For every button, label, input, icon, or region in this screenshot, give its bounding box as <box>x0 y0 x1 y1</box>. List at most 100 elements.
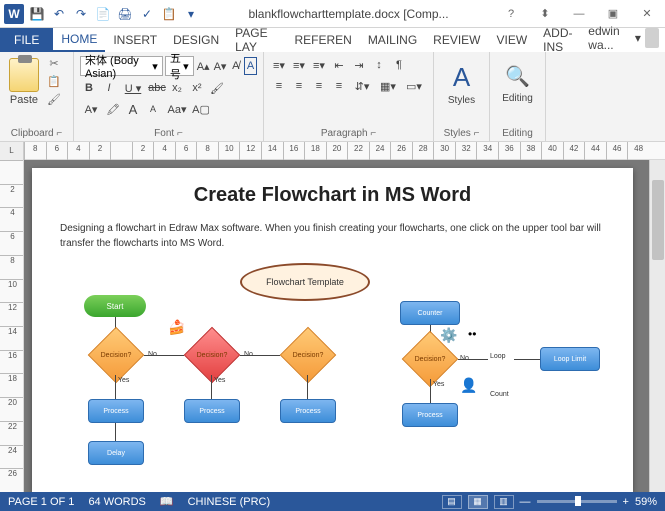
numbering-button[interactable]: ≡▾ <box>290 56 308 74</box>
italic-button[interactable]: I <box>100 79 118 97</box>
tab-home[interactable]: HOME <box>53 28 105 52</box>
tab-addins[interactable]: ADD-INS <box>535 28 588 52</box>
qat-undo[interactable]: ↶ <box>50 5 68 23</box>
qat-redo[interactable]: ↷ <box>72 5 90 23</box>
format-painter-button[interactable]: 🖌 <box>46 92 62 106</box>
styles-button[interactable]: A <box>440 62 483 93</box>
paste-button[interactable]: Paste <box>6 56 42 106</box>
tab-mailings[interactable]: MAILING <box>360 28 425 52</box>
justify-button[interactable]: ≡ <box>330 77 348 95</box>
align-left-button[interactable]: ≡ <box>270 77 288 95</box>
align-center-button[interactable]: ≡ <box>290 77 308 95</box>
help-button[interactable]: ? <box>497 4 525 24</box>
character-border-button[interactable]: A <box>244 57 257 75</box>
tab-design[interactable]: DESIGN <box>165 28 227 52</box>
shrink-font-button[interactable]: A▾ <box>213 57 228 75</box>
superscript-button[interactable]: x² <box>188 79 206 97</box>
zoom-thumb[interactable] <box>575 496 581 506</box>
font-color-button[interactable]: A▾ <box>80 100 102 118</box>
ruler-tick: 36 <box>498 142 520 160</box>
font-grow2-button[interactable]: A <box>124 100 142 118</box>
status-proofing[interactable]: 📖 <box>160 495 174 508</box>
line-spacing-button[interactable]: ⇵▾ <box>350 77 374 95</box>
group-styles: A Styles Styles ⌐ <box>434 52 490 141</box>
bold-button[interactable]: B <box>80 79 98 97</box>
horizontal-ruler[interactable]: L 86422468101214161820222426283032343638… <box>0 142 665 160</box>
qat-paste[interactable]: 📋 <box>160 5 178 23</box>
tab-page-layout[interactable]: PAGE LAY <box>227 28 286 52</box>
clipboard-dialog-launcher[interactable]: ⌐ <box>56 128 62 139</box>
font-name-dropdown[interactable]: 宋体 (Body Asian) ▾ <box>80 56 163 76</box>
cut-button[interactable]: ✂ <box>46 56 62 70</box>
decrease-indent-button[interactable]: ⇤ <box>330 56 348 74</box>
editing-caption: Editing <box>496 93 539 104</box>
view-read-button[interactable]: ▤ <box>442 495 462 509</box>
tab-file[interactable]: FILE <box>0 28 53 52</box>
font-shrink2-button[interactable]: A <box>144 100 162 118</box>
font-dialog-launcher[interactable]: ⌐ <box>177 128 183 139</box>
qat-customize-dropdown[interactable]: ▾ <box>182 5 200 23</box>
minimize-button[interactable]: — <box>565 4 593 24</box>
shading-button[interactable]: ▦▾ <box>376 77 400 95</box>
paragraph-dialog-launcher[interactable]: ⌐ <box>370 128 376 139</box>
view-web-button[interactable]: ▥ <box>494 495 514 509</box>
sort-button[interactable]: ↕ <box>370 56 388 74</box>
qat-save[interactable]: 💾 <box>28 5 46 23</box>
tab-references[interactable]: REFEREN <box>286 28 359 52</box>
zoom-level[interactable]: 59% <box>635 496 657 508</box>
vertical-ruler[interactable]: 2468101214161820222426 <box>0 160 24 492</box>
bullets-button[interactable]: ≡▾ <box>270 56 288 74</box>
copy-button[interactable]: 📋 <box>46 74 62 88</box>
title-bar: W 💾 ↶ ↷ 📄 🖨 ✓ 📋 ▾ blankflowcharttemplate… <box>0 0 665 28</box>
ruler-tick: 30 <box>433 142 455 160</box>
align-right-button[interactable]: ≡ <box>310 77 328 95</box>
font-label: Font ⌐ <box>74 128 263 139</box>
tab-insert[interactable]: INSERT <box>105 28 165 52</box>
ribbon-display-button[interactable]: ⬍ <box>531 4 559 24</box>
zoom-out-button[interactable]: — <box>520 496 531 508</box>
styles-dialog-launcher[interactable]: ⌐ <box>474 128 480 139</box>
page[interactable]: Create Flowchart in MS Word Designing a … <box>32 168 633 492</box>
status-language[interactable]: CHINESE (PRC) <box>188 496 271 508</box>
tab-view[interactable]: VIEW <box>489 28 536 52</box>
show-marks-button[interactable]: ¶ <box>390 56 408 74</box>
view-print-button[interactable]: ▦ <box>468 495 488 509</box>
arrow <box>458 359 488 360</box>
strikethrough-button[interactable]: abc <box>148 79 166 97</box>
ribbon-tabs: FILE HOME INSERT DESIGN PAGE LAY REFEREN… <box>0 28 665 52</box>
borders-button[interactable]: ▭▾ <box>402 77 426 95</box>
person-icon: 👤 <box>460 377 477 394</box>
change-case-button[interactable]: Aa▾ <box>164 100 190 118</box>
status-page[interactable]: PAGE 1 OF 1 <box>8 496 74 508</box>
clear-formatting-button[interactable]: A̸ <box>229 57 242 75</box>
styles-label: Styles ⌐ <box>434 128 489 139</box>
text-effects-button[interactable]: 🖌 <box>208 79 226 97</box>
maximize-button[interactable]: ▣ <box>599 4 627 24</box>
highlight-button[interactable]: 🖍 <box>104 100 122 118</box>
arrow <box>144 355 184 356</box>
enclose-button[interactable]: A▢ <box>192 100 210 118</box>
grow-font-button[interactable]: A▴ <box>196 57 211 75</box>
increase-indent-button[interactable]: ⇥ <box>350 56 368 74</box>
zoom-slider[interactable] <box>537 500 617 503</box>
font-size-dropdown[interactable]: 五号▾ <box>165 56 194 76</box>
zoom-in-button[interactable]: + <box>623 496 629 508</box>
ruler-tick: 4 <box>67 142 89 160</box>
ruler-tick: 22 <box>347 142 369 160</box>
qat-print[interactable]: 🖨 <box>116 5 134 23</box>
label-yes: Yes <box>214 377 225 384</box>
ruler-tick: 44 <box>584 142 606 160</box>
status-words[interactable]: 64 WORDS <box>88 496 145 508</box>
close-button[interactable]: ✕ <box>633 4 661 24</box>
ruler-tick: 32 <box>455 142 477 160</box>
find-button[interactable]: 🔍 <box>496 64 539 89</box>
qat-new[interactable]: 📄 <box>94 5 112 23</box>
subscript-button[interactable]: x₂ <box>168 79 186 97</box>
multilevel-button[interactable]: ≡▾ <box>310 56 328 74</box>
underline-button[interactable]: U ▾ <box>120 79 146 97</box>
qat-spellcheck[interactable]: ✓ <box>138 5 156 23</box>
user-account[interactable]: edwin wa...▾ <box>588 24 665 52</box>
vertical-scrollbar[interactable] <box>649 160 665 492</box>
scroll-thumb[interactable] <box>652 180 664 260</box>
tab-review[interactable]: REVIEW <box>425 28 488 52</box>
